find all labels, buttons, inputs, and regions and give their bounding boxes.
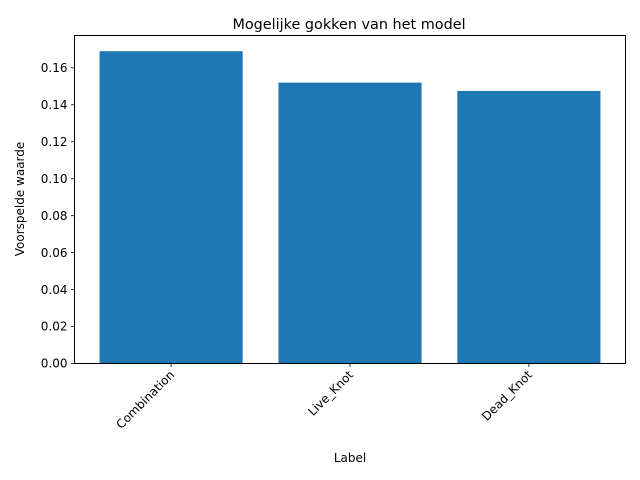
y-tick-label: 0.10 [41, 172, 68, 186]
y-tick-label: 0.06 [41, 246, 68, 260]
chart-title: Mogelijke gokken van het model [232, 17, 465, 33]
x-axis-title: Label [334, 451, 366, 465]
y-tick-label: 0.12 [41, 135, 68, 149]
y-tick-label: 0.08 [41, 209, 68, 223]
y-tick-label: 0.04 [41, 283, 68, 297]
plot-frame [74, 35, 626, 364]
bar-combination [99, 51, 243, 364]
y-axis: 0.00 0.02 0.04 0.06 0.08 0.10 0.12 0.14 0.16 [41, 61, 75, 371]
y-tick-label: 0.16 [41, 61, 68, 75]
y-axis-title: Voorspelde waarde [13, 142, 27, 257]
bar-dead-knot [457, 90, 601, 364]
y-tick-label: 0.02 [41, 320, 68, 334]
y-tick-label: 0.14 [41, 98, 68, 112]
bar-live-knot [278, 82, 422, 364]
y-tick-label: 0.00 [41, 357, 68, 371]
bars-layer [99, 51, 601, 364]
